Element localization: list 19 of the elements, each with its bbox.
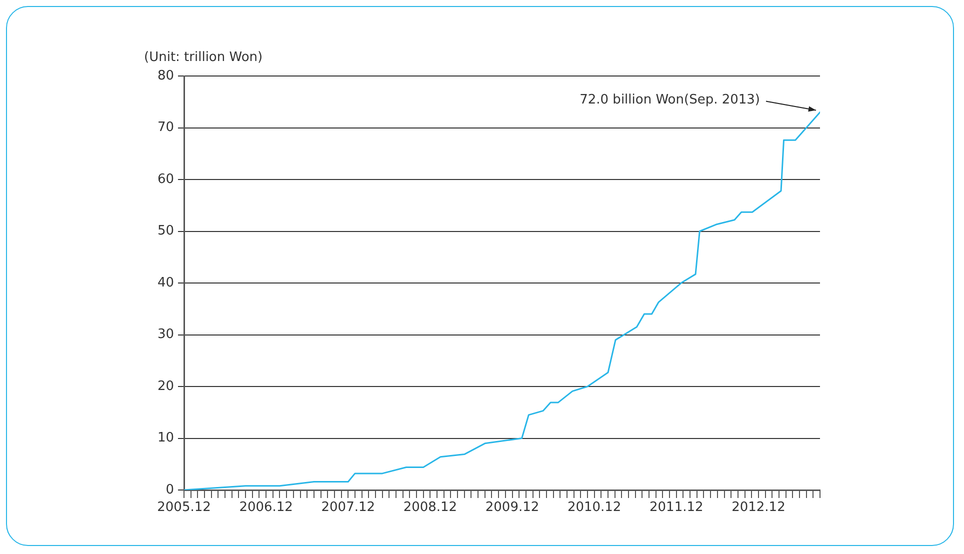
y-tick-label: 70 — [157, 120, 174, 136]
y-tick-label: 0 — [166, 482, 174, 498]
y-tick-label: 80 — [157, 68, 174, 84]
y-tick-label: 40 — [157, 275, 174, 290]
annotation: 72.0 billion Won(Sep. 2013) — [580, 92, 760, 108]
x-tick-label: 2006.12 — [239, 500, 293, 516]
x-tick-label: 2012.12 — [732, 500, 786, 516]
y-tick-label: 60 — [157, 172, 174, 187]
y-tick-label: 50 — [157, 224, 174, 239]
y-tick-label: 30 — [157, 327, 174, 342]
y-tick-label: 20 — [157, 378, 174, 394]
y-tick-label: 10 — [157, 430, 174, 446]
x-tick-label: 2008.12 — [403, 500, 458, 516]
x-tick-label: 2005.12 — [157, 500, 211, 516]
x-tick-label: 2009.12 — [485, 500, 540, 516]
x-tick-label: 2007.12 — [321, 500, 376, 516]
y-axis-title: (Unit: trillion Won) — [144, 50, 263, 65]
x-tick-label: 2010.12 — [567, 500, 622, 516]
x-tick-label: 2011.12 — [650, 500, 704, 516]
